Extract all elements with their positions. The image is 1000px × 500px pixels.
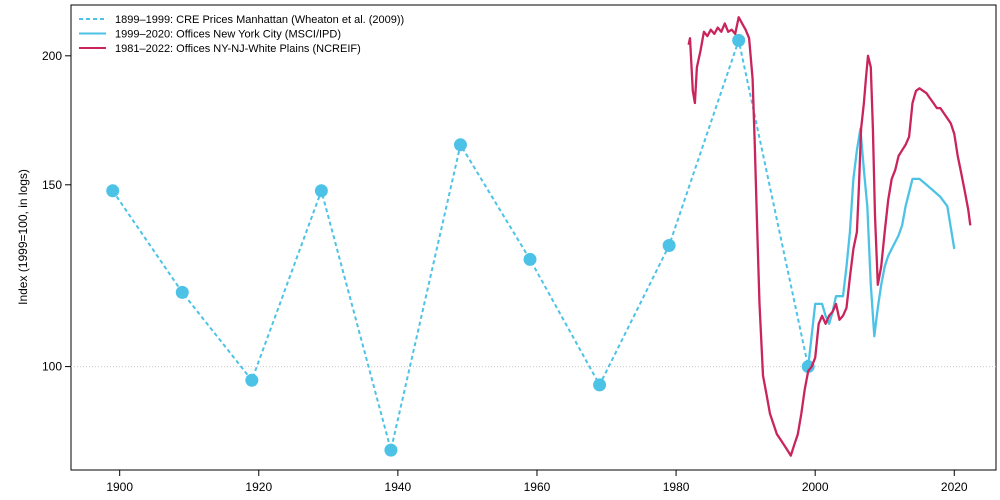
legend-label-1: 1899–1999: CRE Prices Manhattan (Wheaton… (115, 14, 404, 26)
legend-label-2: 1999–2020: Offices New York City (MSCI/I… (115, 29, 341, 41)
series-line-2 (807, 127, 956, 367)
plot-frame (70, 4, 997, 471)
data-point (106, 184, 120, 198)
data-point (384, 443, 398, 457)
data-point (314, 184, 328, 198)
legend-label-3: 1981–2022: Offices NY-NJ-White Plains (N… (115, 43, 361, 55)
series-line-3 (687, 16, 972, 457)
y-tick-label: 100 (42, 360, 62, 374)
x-tick-label: 1940 (385, 480, 412, 494)
data-point (175, 285, 189, 299)
x-tick-label: 1980 (663, 480, 690, 494)
x-tick-label: 1960 (524, 480, 551, 494)
x-tick-label: 2000 (802, 480, 829, 494)
data-point (245, 373, 259, 387)
y-axis-title: Index (1999=100, in logs) (16, 169, 30, 305)
y-tick-label: 150 (42, 178, 62, 192)
data-point (662, 239, 676, 253)
y-tick-label: 200 (42, 49, 62, 63)
data-point (453, 138, 467, 152)
x-tick-label: 2020 (941, 480, 968, 494)
data-point (523, 252, 537, 266)
data-point (732, 33, 746, 47)
x-tick-label: 1920 (245, 480, 272, 494)
x-tick-label: 1900 (106, 480, 133, 494)
series-line-1 (111, 39, 810, 452)
data-point (593, 378, 607, 392)
